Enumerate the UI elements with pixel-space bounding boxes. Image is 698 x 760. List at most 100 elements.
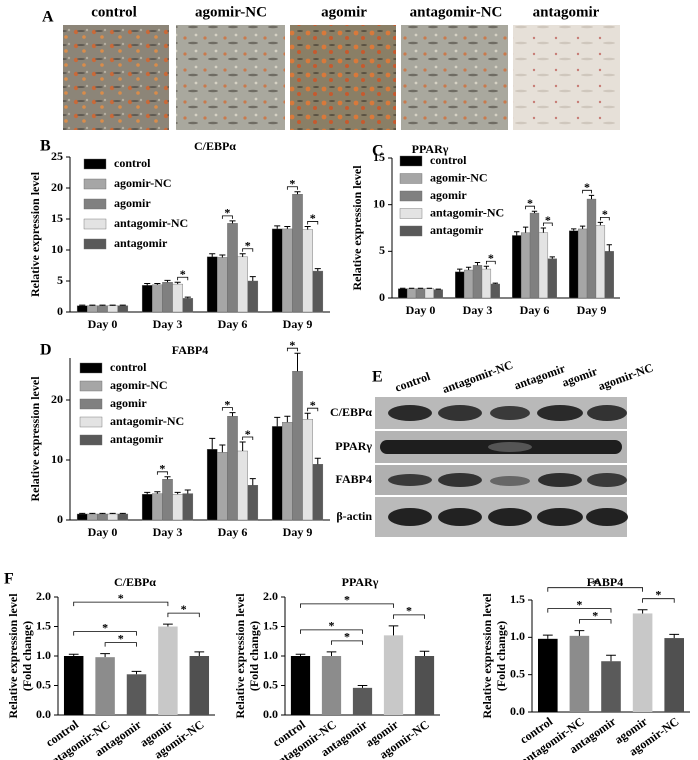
bar [290,656,311,715]
error-bar [109,304,116,306]
error-bar [574,630,585,636]
legend-swatch [399,225,423,237]
error-bar [209,253,216,257]
legend-label: antagomir-NC [110,414,184,428]
legend-label: control [114,156,151,170]
bar [664,638,684,712]
legend-swatch [79,416,103,428]
bar [529,212,540,299]
bar [282,228,293,313]
legend-swatch [399,190,423,202]
bar [282,422,293,521]
legend-label: agomir [110,396,147,410]
error-bar [184,489,191,494]
panel-label: C [372,143,384,160]
bar [406,288,417,299]
error-bar [194,651,205,656]
significance-bracket [177,276,189,281]
bar [76,513,88,521]
bar [398,288,408,299]
y-tick-label: 1.0 [510,629,525,643]
y-tick-label: 1.5 [36,618,51,632]
significance-bracket [642,598,675,603]
panel-label: A [42,9,54,26]
y-tick-label: 20 [51,180,63,194]
legend-label: agomir-NC [114,176,172,190]
significance-mark: * [406,604,412,618]
y-axis-label: Relative expression level [6,593,20,719]
error-bar [249,276,256,281]
legend-label: agomir [114,196,151,210]
significance-bracket [221,215,233,219]
error-bar [100,653,110,658]
bar [302,229,313,313]
legend-swatch [83,238,107,250]
y-tick-label: 0.0 [263,707,278,721]
bar [538,638,558,712]
bar [87,513,98,521]
error-bar [144,282,151,286]
significance-mark: * [655,587,661,601]
legend-label: antagomir-NC [114,216,188,230]
error-bar [637,609,648,614]
error-bar [549,256,555,259]
chart-title: PPARγ [412,142,449,156]
column-label: agomir-NC [596,360,655,393]
significance-bracket [104,642,137,647]
bar [302,419,313,521]
bar [117,305,129,313]
bar [292,371,303,521]
bar [586,198,597,299]
error-bar [163,623,173,627]
x-tick-label: Day 0 [88,525,118,539]
error-bar [249,478,256,486]
significance-mark: * [592,576,598,590]
bar [152,493,163,521]
error-bar [304,225,311,230]
significance-mark: * [118,631,124,645]
significance-mark: * [592,608,598,622]
significance-bracket [485,260,496,265]
significance-mark: * [224,206,230,220]
significance-mark: * [245,238,251,252]
y-tick-label: 5 [57,273,63,287]
y-tick-label: 10 [373,196,385,210]
significance-bracket [73,631,137,636]
significance-bracket [286,347,298,352]
column-label: agomir [560,364,600,390]
bar [415,288,426,299]
significance-mark: * [329,619,335,633]
error-bar [99,304,106,306]
micrograph [290,25,396,130]
error-bar [294,352,301,372]
y-tick-label: 10 [51,452,63,466]
legend-label: antagomir [110,432,164,446]
y-axis-label: (Fold change) [494,621,508,691]
bar [141,494,153,521]
error-bar [99,512,106,514]
bar [271,228,283,313]
error-bar [474,262,481,266]
significance-mark: * [576,597,582,611]
column-label: control [393,369,433,395]
bar [481,268,492,299]
error-bar [588,194,595,200]
bar [237,256,248,313]
chart-title: C/EBPα [194,139,236,153]
error-bar [284,225,291,229]
bar [152,284,163,313]
legend-swatch [83,198,107,210]
significance-mark: * [181,602,187,616]
bar [490,283,500,299]
bar [414,656,435,715]
y-tick-label: 15 [51,211,63,225]
row-label: PPARγ [335,439,372,453]
bar [117,513,129,521]
x-tick-label: Day 6 [520,303,550,317]
bar [63,656,84,715]
significance-mark: * [159,462,165,476]
bar [383,635,404,715]
bar [76,305,88,313]
x-tick-label: Day 3 [153,525,183,539]
bar [107,513,118,521]
